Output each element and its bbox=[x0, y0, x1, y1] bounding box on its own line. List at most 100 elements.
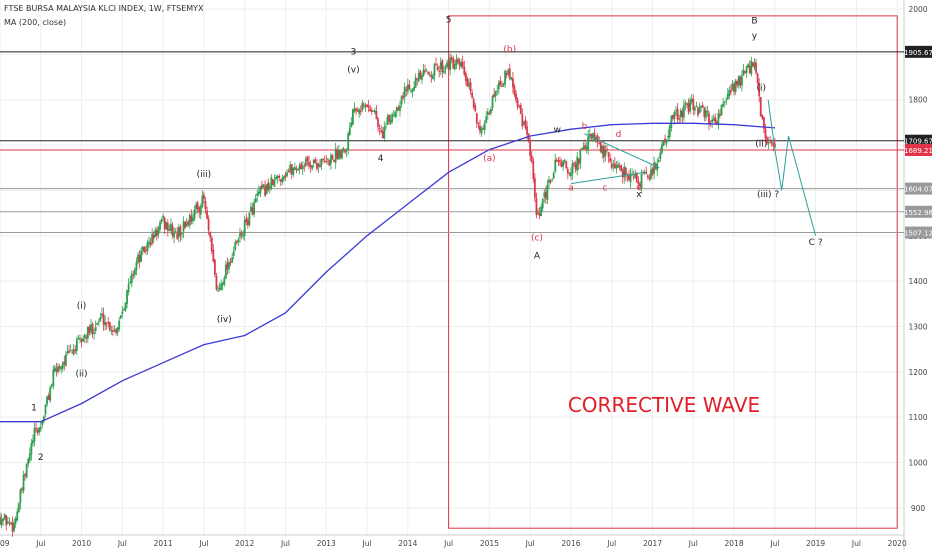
candle-body bbox=[697, 107, 699, 116]
candle-body bbox=[292, 167, 295, 175]
candle-body bbox=[684, 102, 687, 105]
candle-body bbox=[75, 339, 78, 351]
candle-body bbox=[21, 488, 23, 490]
candle-body bbox=[157, 227, 160, 235]
candle-body bbox=[526, 126, 528, 135]
candle-body bbox=[361, 102, 364, 110]
candle-body bbox=[226, 262, 229, 270]
candle-body bbox=[19, 489, 22, 504]
candle-body bbox=[639, 183, 641, 187]
candle-body bbox=[759, 97, 762, 117]
candle-body bbox=[166, 222, 169, 231]
level-price-label: 1507.12 bbox=[904, 230, 932, 238]
triangle-channel-line bbox=[584, 133, 660, 169]
candle-body bbox=[631, 174, 634, 176]
candle-body bbox=[435, 63, 437, 65]
candle-body bbox=[168, 229, 171, 231]
candle-body bbox=[468, 84, 470, 86]
candle-body bbox=[421, 75, 423, 80]
candle-body bbox=[391, 114, 394, 122]
candle-body bbox=[708, 113, 710, 125]
candle-body bbox=[152, 234, 155, 239]
candle-body bbox=[334, 148, 337, 163]
candle-body bbox=[137, 254, 139, 263]
x-tick-label: 2009 bbox=[0, 539, 10, 548]
candle-body bbox=[339, 150, 342, 158]
candle-body bbox=[643, 172, 646, 174]
candle-body bbox=[661, 144, 663, 153]
candle-body bbox=[419, 71, 422, 79]
candle-body bbox=[132, 274, 135, 276]
candle-body bbox=[330, 155, 332, 164]
candle-body bbox=[646, 175, 649, 178]
candle-body bbox=[300, 163, 303, 170]
candle-body bbox=[119, 314, 122, 319]
candle-body bbox=[414, 77, 417, 88]
y-tick-label: 900 bbox=[911, 504, 926, 513]
candle-body bbox=[273, 179, 276, 187]
candle-body bbox=[14, 518, 17, 524]
candle-body bbox=[253, 202, 256, 215]
candle-body bbox=[64, 354, 67, 366]
candle-body bbox=[612, 165, 615, 167]
candle-body bbox=[753, 61, 756, 68]
candle-body bbox=[188, 214, 191, 226]
x-tick-label: 2017 bbox=[643, 539, 662, 548]
candle-body bbox=[557, 160, 560, 163]
candle-body bbox=[177, 227, 180, 238]
wave-label: (iv) bbox=[217, 315, 232, 325]
candle-body bbox=[262, 184, 265, 188]
candle-body bbox=[297, 168, 299, 171]
wave-label: 3 bbox=[351, 47, 357, 57]
level-price-tag bbox=[905, 226, 932, 239]
candle-body bbox=[512, 78, 514, 88]
wave-label: y bbox=[752, 32, 758, 42]
candle-body bbox=[728, 90, 731, 96]
candle-body bbox=[756, 73, 759, 84]
candle-body bbox=[408, 84, 411, 89]
candle-body bbox=[568, 173, 571, 175]
x-tick-label: Jul bbox=[769, 539, 779, 548]
candle-body bbox=[502, 83, 505, 86]
candle-body bbox=[395, 107, 398, 112]
level-price-label: 1604.07 bbox=[904, 186, 932, 194]
candle-body bbox=[356, 110, 359, 112]
candle-body bbox=[256, 193, 259, 196]
candle-body bbox=[8, 522, 11, 524]
y-tick-label: 1100 bbox=[908, 413, 927, 422]
candle-body bbox=[268, 186, 271, 189]
candle-body bbox=[397, 107, 400, 111]
candle-body bbox=[651, 168, 654, 175]
candle-body bbox=[176, 233, 179, 239]
candle-body bbox=[213, 259, 216, 275]
x-tick-label: Jul bbox=[35, 539, 45, 548]
candle-body bbox=[715, 122, 718, 124]
candle-body bbox=[267, 182, 270, 191]
candle-body bbox=[347, 133, 350, 151]
candle-body bbox=[471, 92, 474, 98]
candle-body bbox=[450, 57, 453, 60]
candle-body bbox=[251, 207, 254, 216]
level-price-tag bbox=[905, 182, 932, 195]
wave-label: a bbox=[568, 183, 574, 193]
candle-body bbox=[304, 158, 307, 166]
candle-body bbox=[242, 234, 245, 237]
candle-body bbox=[207, 218, 210, 231]
candle-body bbox=[485, 116, 488, 123]
candle-body bbox=[148, 241, 150, 244]
candle-body bbox=[325, 160, 328, 162]
candle-body bbox=[540, 206, 543, 216]
candle-body bbox=[303, 165, 306, 167]
candle-body bbox=[2, 518, 5, 521]
candle-body bbox=[112, 330, 114, 332]
candle-body bbox=[50, 384, 53, 387]
candle-body bbox=[231, 257, 234, 263]
candle-body bbox=[588, 134, 591, 137]
candle-body bbox=[306, 156, 309, 162]
candle-body bbox=[272, 179, 274, 185]
x-tick-label: Jul bbox=[198, 539, 208, 548]
candle-body bbox=[686, 103, 688, 105]
candle-body bbox=[648, 177, 651, 179]
candle-body bbox=[33, 428, 36, 442]
candle-body bbox=[123, 309, 125, 311]
